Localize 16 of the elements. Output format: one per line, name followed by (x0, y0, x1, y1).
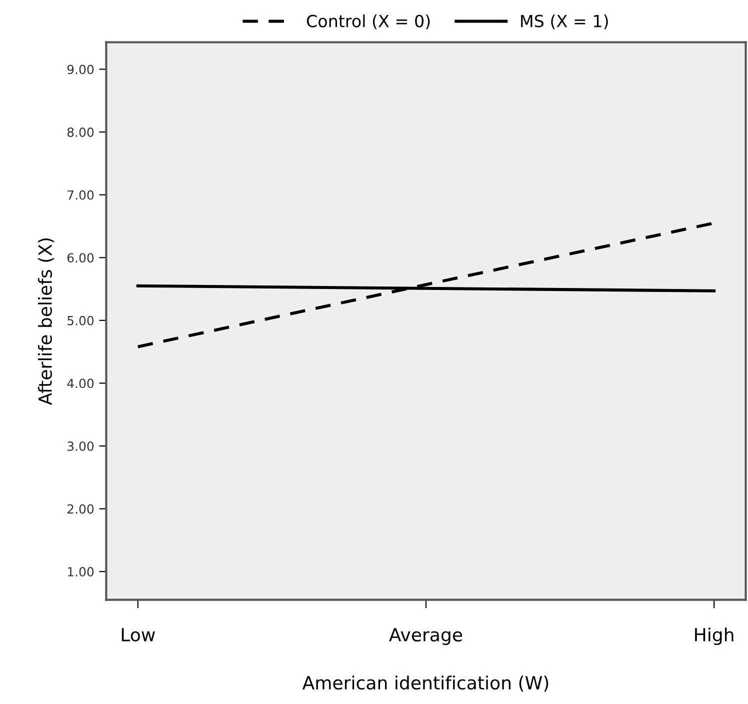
x-tick-label: High (695, 628, 734, 646)
x-tick-label: Average (389, 628, 462, 646)
y-tick-label: 2.00 (67, 504, 94, 514)
y-tick-label: 1.00 (68, 567, 94, 576)
y-axis-title: Afterlife beliefs (X) (38, 238, 54, 406)
legend-label: Control (X = 0) (306, 14, 430, 30)
y-tick-label: 5.00 (68, 316, 94, 326)
y-tick-label: 8.00 (67, 128, 94, 137)
y-tick-label: 6.00 (67, 253, 94, 263)
y-tick-label: 7.00 (68, 190, 94, 200)
legend-label: MS (X = 1) (521, 14, 608, 30)
x-axis-title: American identification (W) (302, 676, 548, 692)
y-tick-label: 9.00 (67, 64, 94, 74)
x-tick-label: Low (122, 628, 155, 642)
y-tick-label: 3.00 (68, 441, 94, 451)
y-tick-label: 4.00 (67, 378, 94, 388)
